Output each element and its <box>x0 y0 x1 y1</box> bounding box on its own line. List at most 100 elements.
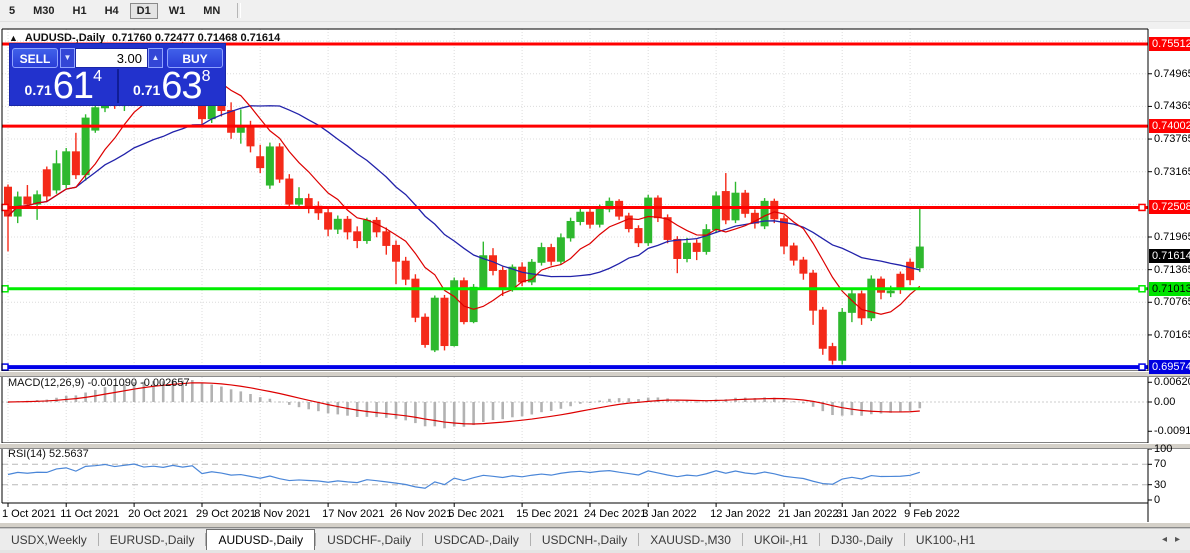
chart-tab-dj30-daily[interactable]: DJ30-,Daily <box>830 532 893 547</box>
timeframe-button-D1[interactable]: D1 <box>129 2 158 19</box>
timeframe-button-5[interactable]: 5 <box>9 4 16 17</box>
date-tick-label: 26 Nov 2021 <box>390 508 452 520</box>
date-axis: 1 Oct 2021 11 Oct 2021 20 Oct 2021 29 Oct 2… <box>2 503 960 520</box>
bottom-strip <box>0 549 1190 553</box>
rsi-axis-label: 0 <box>1154 494 1161 506</box>
buy-price-big: 63 <box>161 65 202 107</box>
date-tick-label: 21 Jan 2022 <box>778 508 839 520</box>
chart-tab-usdcnh-daily[interactable]: USDCNH-,Daily <box>541 532 628 547</box>
price-axis-label: 0.74365 <box>1154 100 1190 113</box>
timeframe-button-W1[interactable]: W1 <box>168 4 186 17</box>
price-badge: 0.71013 <box>1149 281 1190 296</box>
chart-tabs-splitter <box>0 522 1190 528</box>
timeframe-button-H1[interactable]: H1 <box>72 4 87 17</box>
volume-increase-icon[interactable]: ▲ <box>148 47 163 68</box>
timeframe-button-H4[interactable]: H4 <box>104 4 119 17</box>
price-axis-label: 0.70165 <box>1154 328 1190 341</box>
sell-price-prefix: 0.71 <box>24 82 52 98</box>
price-axis-label: 0.71965 <box>1154 230 1190 243</box>
timeframe-button-MN[interactable]: MN <box>203 4 221 17</box>
buy-button[interactable]: BUY <box>167 47 223 68</box>
macd-axis-label: -0.009197 <box>1154 425 1190 438</box>
rsi-line <box>7 463 920 489</box>
price-axis-label: 0.71365 <box>1154 263 1190 276</box>
main-macd-splitter[interactable] <box>0 371 1190 377</box>
date-tick-label: 6 Dec 2021 <box>448 508 504 520</box>
chart-tab-audusd-daily[interactable]: AUDUSD-,Daily <box>206 529 316 550</box>
price-badge: 0.75512 <box>1149 37 1190 51</box>
tab-separator <box>422 533 424 546</box>
hline-handle[interactable] <box>1138 285 1146 293</box>
sell-price-big: 61 <box>52 65 94 107</box>
price-badge: 0.71614 <box>1149 249 1190 264</box>
tabs-scroll-right-icon[interactable]: ▸ <box>1174 534 1180 545</box>
macd-rsi-splitter[interactable] <box>0 443 1190 449</box>
price-axis-label: 0.74965 <box>1154 67 1190 80</box>
volume-input[interactable]: 3.00 <box>75 47 148 68</box>
chart-tab-eurusd-daily[interactable]: EURUSD-,Daily <box>109 532 195 547</box>
buy-price-prefix: 0.71 <box>133 82 161 98</box>
date-tick-label: 29 Oct 2021 <box>196 508 256 520</box>
timeframe-toolbar: 5 M30 H1 H4 D1 W1 MN <box>0 0 1190 22</box>
tab-separator <box>741 533 743 546</box>
sell-price[interactable]: 0.71 61 4 <box>10 65 119 107</box>
tab-separator <box>903 533 905 546</box>
date-tick-label: 11 Oct 2021 <box>60 508 119 520</box>
symbol-period-label: AUDUSD-,Daily <box>24 32 105 44</box>
chart-tab-bar: USDX,Weekly EURUSD-,Daily AUDUSD-,Daily USD… <box>0 528 1190 550</box>
volume-decrease-icon[interactable]: ▼ <box>60 47 75 68</box>
hline-handle[interactable] <box>1 363 9 371</box>
tab-separator <box>205 533 207 546</box>
chart-tab-usdx-weekly[interactable]: USDX,Weekly <box>11 532 87 547</box>
macd-axis-label: 0.00 <box>1154 396 1176 408</box>
chart-tab-xauusd-m30[interactable]: XAUUSD-,M30 <box>650 532 731 547</box>
rsi-axis-label: 70 <box>1154 458 1167 471</box>
date-tick-label: 8 Nov 2021 <box>254 508 310 520</box>
date-tick-label: 17 Nov 2021 <box>322 508 384 520</box>
date-tick-label: 24 Dec 2021 <box>584 508 646 520</box>
price-badge: 0.69574 <box>1149 360 1190 375</box>
toolbar-separator <box>237 3 242 18</box>
chart-tab-uk100-h1[interactable]: UK100-,H1 <box>915 532 976 547</box>
price-axis-label: 0.73165 <box>1154 165 1190 178</box>
buy-price-sup: 8 <box>201 68 211 85</box>
chart-title: ▲ AUDUSD-,Daily 0.71760 0.72477 0.71468 … <box>9 32 280 44</box>
tab-separator <box>315 533 317 546</box>
price-axis-label: 0.70765 <box>1154 296 1190 309</box>
rsi-label: RSI(14) 52.5637 <box>8 448 89 460</box>
sell-button[interactable]: SELL <box>12 47 58 68</box>
macd-label: MACD(12,26,9) -0.001090 -0.002657 <box>8 377 190 389</box>
one-click-trade-panel: SELL ▼ 3.00 ▲ BUY 0.71 61 4 0.71 63 8 <box>10 44 225 105</box>
date-tick-label: 9 Feb 2022 <box>904 508 960 520</box>
tab-separator <box>638 533 640 546</box>
price-axis-label: 0.73765 <box>1154 133 1190 146</box>
buy-price[interactable]: 0.71 63 8 <box>119 65 226 107</box>
timeframe-button-M30[interactable]: M30 <box>33 4 55 17</box>
price-badge: 0.72508 <box>1149 200 1190 215</box>
tab-separator <box>97 533 99 546</box>
tabs-scroll-left-icon[interactable]: ◂ <box>1161 534 1167 545</box>
date-tick-label: 3 Jan 2022 <box>642 508 696 520</box>
collapse-panel-icon[interactable]: ▲ <box>9 33 18 43</box>
chart-tab-usdchf-daily[interactable]: USDCHF-,Daily <box>327 532 412 547</box>
rsi-axis-label: 100 <box>1154 443 1173 455</box>
chart-tab-usdcad-daily[interactable]: USDCAD-,Daily <box>434 532 519 547</box>
rsi-axis-label: 30 <box>1154 478 1167 491</box>
hline-handle[interactable] <box>1 203 9 212</box>
ma-slow-line <box>7 105 920 278</box>
price-badge: 0.74002 <box>1149 119 1190 134</box>
chart-tab-ukoil-h1[interactable]: UKOil-,H1 <box>753 532 808 547</box>
sell-price-sup: 4 <box>93 68 102 85</box>
date-tick-label: 1 Oct 2021 <box>2 508 56 520</box>
hline-handle[interactable] <box>1 285 9 293</box>
date-tick-label: 20 Oct 2021 <box>128 508 188 520</box>
macd-value-2: -0.002657 <box>140 377 190 389</box>
macd-signal-line <box>7 382 920 425</box>
rsi-value: 52.5637 <box>48 448 89 460</box>
date-tick-label: 31 Jan 2022 <box>836 508 897 520</box>
date-tick-label: 15 Dec 2021 <box>516 508 578 520</box>
hline-handle[interactable] <box>1138 363 1146 371</box>
hline-handle[interactable] <box>1138 203 1146 212</box>
tab-separator <box>818 533 820 546</box>
